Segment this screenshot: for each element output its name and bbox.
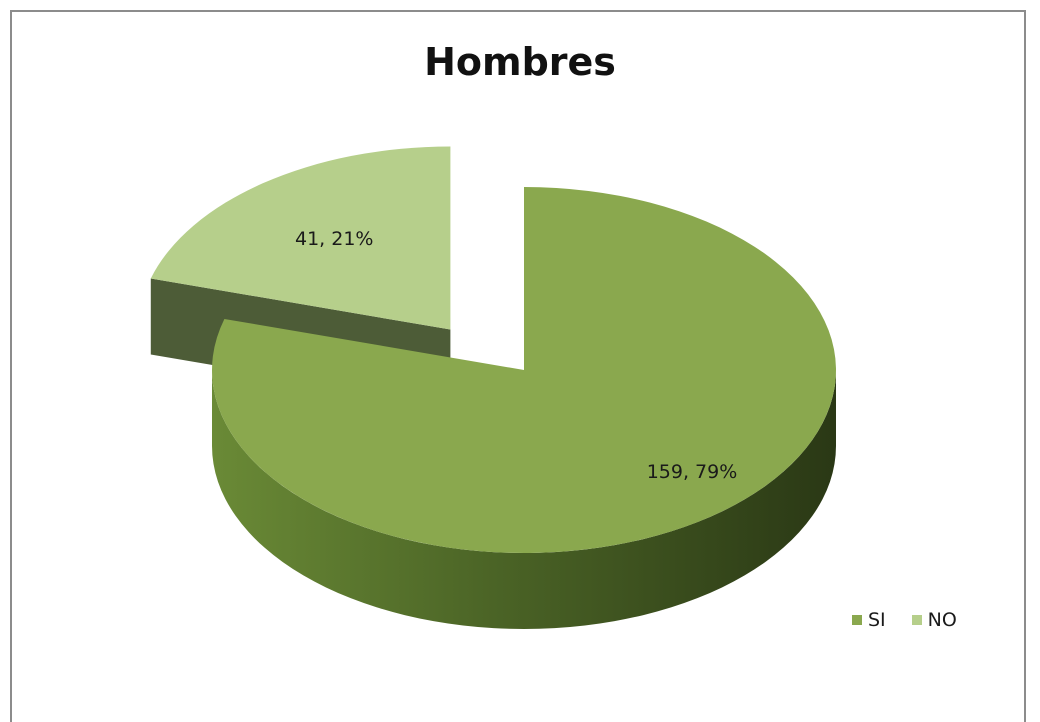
data-label-no: 41, 21% [295, 228, 374, 250]
legend-item-no: NO [911, 609, 957, 631]
legend-swatch-si [852, 615, 862, 625]
legend-label-no: NO [927, 609, 957, 631]
data-label-si: 159, 79% [647, 461, 738, 483]
legend-item-si: SI [852, 609, 886, 631]
chart-legend: SI NO [852, 609, 957, 631]
slice-si-side [212, 370, 836, 629]
chart-title: Hombres [424, 40, 616, 84]
legend-label-si: SI [868, 609, 886, 631]
slice-no [150, 146, 451, 330]
slice-si [212, 186, 837, 553]
legend-swatch-no [911, 615, 922, 625]
